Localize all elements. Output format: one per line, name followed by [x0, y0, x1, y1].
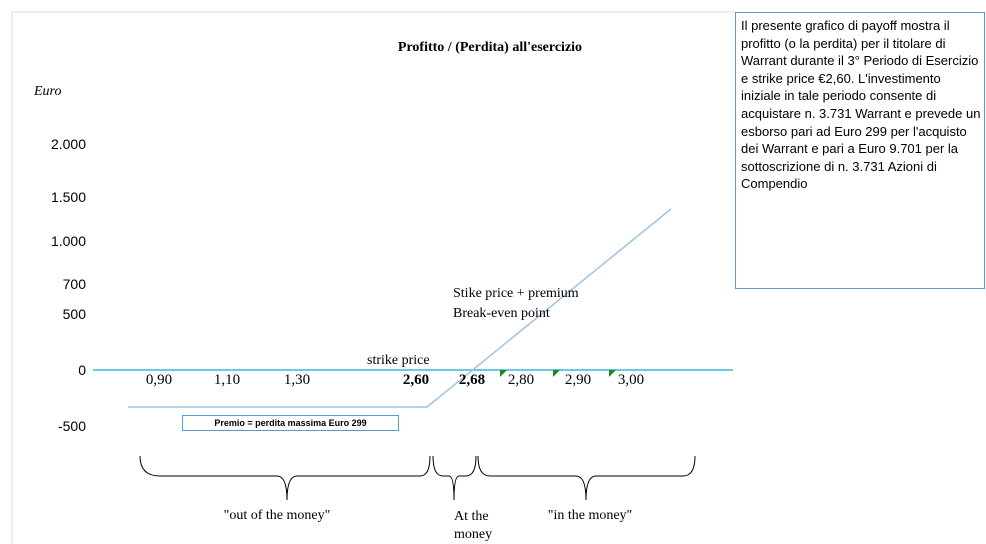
x-label: 0,90	[145, 372, 173, 388]
y-label: 1.000	[50, 233, 86, 249]
x-label: 1,30	[283, 372, 311, 388]
y-label: 1.500	[50, 189, 86, 205]
zone-label: At the money	[454, 509, 493, 542]
x-label: 2,80	[507, 372, 535, 388]
y-label: -500	[57, 418, 86, 434]
y-label: 0	[78, 362, 86, 378]
y-axis-label: Euro	[34, 84, 62, 99]
y-label: 700	[62, 276, 86, 292]
annotation: Stike price + premium Break-even point	[453, 286, 579, 321]
marker	[609, 370, 616, 377]
description: Il presente grafico di payoff mostra il …	[741, 18, 981, 192]
zone-label: "in the money"	[547, 508, 633, 523]
y-label: 500	[62, 306, 86, 322]
x-label: 2,90	[564, 372, 592, 388]
marker	[500, 370, 507, 377]
zone-label: "out of the money"	[223, 508, 331, 523]
annotation: Premio = perdita massima Euro 299	[214, 418, 367, 428]
payoff-line	[128, 208, 672, 408]
brace	[477, 455, 696, 501]
premium-box	[182, 415, 399, 431]
marker	[553, 370, 560, 377]
y-label: 2.000	[50, 136, 86, 152]
x-label: 3,00	[617, 372, 645, 388]
x-label: 1,10	[213, 372, 241, 388]
x-label: 2,60	[402, 372, 430, 388]
description-box	[735, 12, 985, 289]
brace	[432, 455, 477, 501]
annotation: strike price	[367, 353, 430, 368]
x-label: 2,68	[458, 372, 486, 388]
title: Profitto / (Perdita) all'esercizio	[397, 40, 583, 55]
brace	[139, 455, 431, 501]
